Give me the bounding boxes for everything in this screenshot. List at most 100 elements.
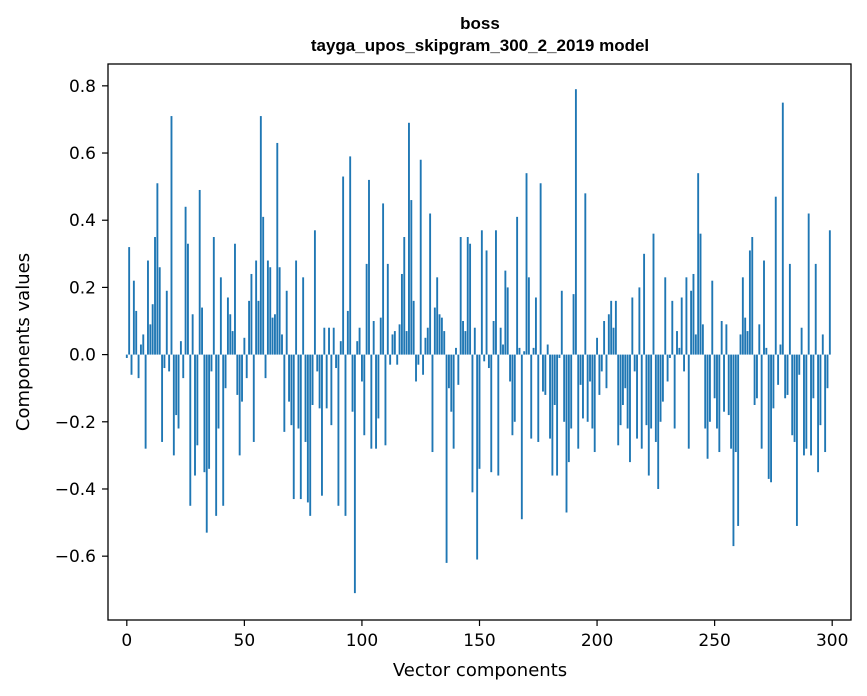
bar-259 [734,354,737,453]
bar-250 [713,354,716,399]
bar-166 [516,216,519,355]
bar-203 [603,321,606,355]
bar-194 [582,354,584,419]
bar-68 [285,290,288,355]
bar-126 [422,354,425,375]
bar-256 [727,354,730,416]
bar-27 [189,354,192,506]
bar-299 [828,230,831,355]
bar-161 [504,270,507,355]
bar-107 [377,354,380,419]
bar-132 [436,277,439,355]
bar-253 [720,321,723,355]
bar-176 [539,183,542,355]
x-tick-label: 150 [463,631,495,651]
bar-185 [560,290,563,355]
bar-270 [760,354,763,449]
bar-255 [725,324,728,355]
bar-96 [351,354,354,412]
bar-6 [139,344,142,355]
bar-208 [614,300,617,355]
bar-112 [389,354,392,365]
bar-76 [304,354,307,442]
bar-211 [621,354,624,405]
bar-152 [483,354,486,362]
bar-8 [144,354,147,449]
bar-136 [445,354,448,563]
bar-59 [264,354,267,379]
bar-78 [309,354,312,516]
bar-25 [184,206,187,355]
bar-236 [680,297,683,355]
bar-229 [664,277,667,355]
bar-21 [175,354,178,416]
bar-274 [770,354,772,483]
bar-28 [191,314,194,355]
bar-52 [248,300,251,355]
bar-206 [610,300,613,355]
bar-199 [593,354,596,453]
bar-210 [619,354,622,426]
bar-285 [795,354,798,526]
bar-212 [624,354,627,389]
bar-53 [250,273,253,355]
bar-279 [781,102,784,355]
bar-19 [170,116,173,355]
y-tick-label: −0.6 [55,547,96,567]
bar-162 [506,287,509,355]
bar-147 [471,354,474,493]
bar-95 [349,156,352,355]
bar-261 [739,334,742,355]
bar-140 [455,347,457,355]
bar-172 [530,354,533,439]
bar-38 [215,354,218,516]
bar-120 [408,122,410,355]
bar-101 [363,354,366,436]
bar-182 [553,354,556,405]
bar-296 [821,334,824,355]
bar-242 [694,334,697,355]
bar-168 [520,354,523,520]
bar-192 [577,354,580,449]
bar-23 [179,341,182,355]
bar-200 [596,337,598,355]
bar-244 [699,233,702,355]
y-tick-label: 0.8 [69,77,96,97]
bar-283 [791,354,794,436]
bar-133 [438,314,441,355]
bar-74 [299,354,302,500]
bar-148 [473,327,476,355]
bar-138 [450,354,453,412]
bar-82 [318,354,321,409]
bar-39 [217,354,220,429]
bar-75 [302,277,305,355]
y-tick-label: 0.0 [69,346,96,366]
bar-156 [492,321,495,355]
bar-121 [410,200,413,355]
bar-16 [163,354,166,369]
bar-183 [556,354,559,476]
bar-219 [640,354,643,449]
bar-109 [382,203,385,355]
bar-134 [440,317,443,355]
bar-114 [393,331,396,355]
bar-111 [386,263,389,355]
bar-0 [125,354,128,358]
bar-56 [257,300,260,355]
bar-245 [701,324,704,355]
bar-284 [793,354,796,442]
bar-57 [259,116,262,355]
bar-193 [579,354,582,385]
bar-87 [330,354,333,426]
bar-195 [584,193,587,355]
bar-36 [210,354,213,372]
bar-169 [523,351,526,355]
bar-218 [638,287,641,355]
bar-254 [723,354,725,412]
bar-104 [370,354,373,449]
x-tick-label: 300 [816,631,848,651]
bar-9 [147,260,149,355]
bar-216 [633,354,636,372]
bar-113 [391,334,394,355]
